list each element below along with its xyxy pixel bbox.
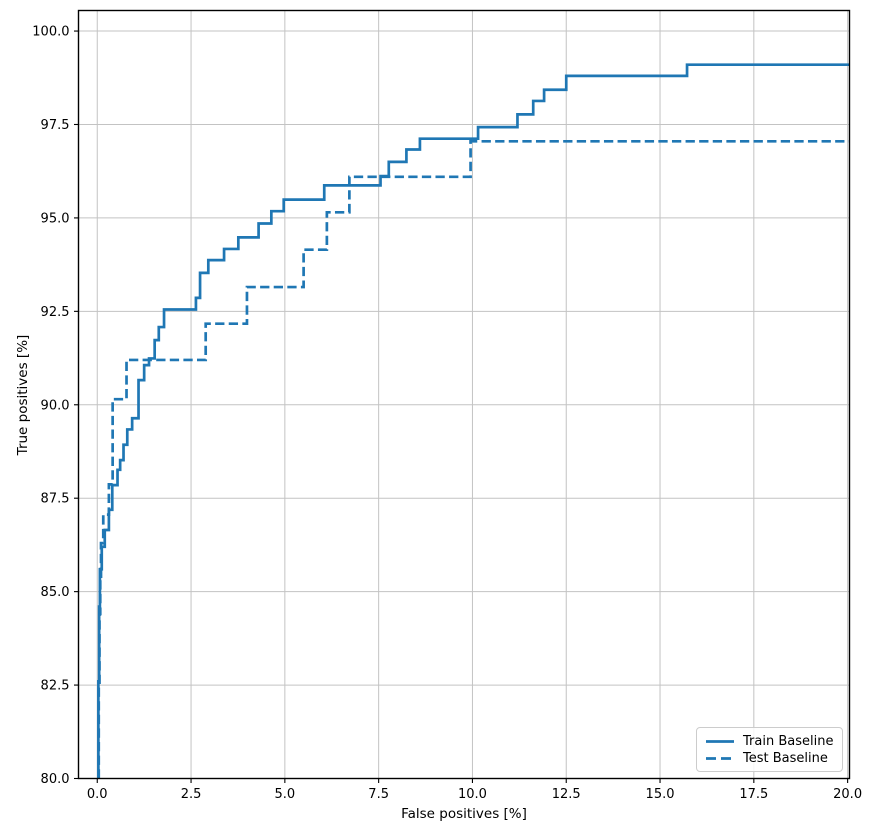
x-tick-label: 20.0 [833,787,862,802]
train-baseline-line-sample [706,739,734,743]
legend-label-test-baseline: Test Baseline [743,750,828,766]
y-axis-label: True positives [%] [15,334,31,456]
axes-spines-layer [77,9,851,780]
legend-label-train-baseline: Train Baseline [743,733,834,749]
y-tick-label: 100.0 [32,25,69,40]
test-baseline-line-sample [706,756,734,760]
series-layer [97,63,850,779]
y-tick-label: 95.0 [41,211,70,226]
x-tick-label: 10.0 [458,787,487,802]
tick-layer [74,30,849,783]
y-tick-label: 80.0 [41,772,70,787]
train-baseline-curve [97,63,850,779]
x-tick-label: 5.0 [275,787,296,802]
x-axis-label: False positives [%] [401,806,527,822]
axes-spines [77,9,851,780]
y-tick-label: 90.0 [41,398,70,413]
legend-item-test-baseline: Test Baseline [706,750,833,766]
y-tick-label: 97.5 [41,118,70,133]
x-tick-label: 0.0 [87,787,108,802]
tick-label-layer: 0.0 2.5 5.0 7.5 10.0 12.5 15.0 17.5 20.0 80.0 82.5… [32,25,862,802]
x-tick-label: 7.5 [368,787,389,802]
test-baseline-curve [97,139,850,779]
legend-item-train-baseline: Train Baseline [706,733,833,749]
x-tick-label: 17.5 [739,787,768,802]
x-tick-label: 12.5 [552,787,581,802]
y-tick-label: 82.5 [41,679,70,694]
x-tick-label: 15.0 [646,787,675,802]
y-tick-label: 87.5 [41,492,70,507]
legend-box: Train Baseline Test Baseline [696,727,843,772]
y-tick-label: 85.0 [41,585,70,600]
y-tick-label: 92.5 [41,305,70,320]
x-tick-label: 2.5 [181,787,202,802]
